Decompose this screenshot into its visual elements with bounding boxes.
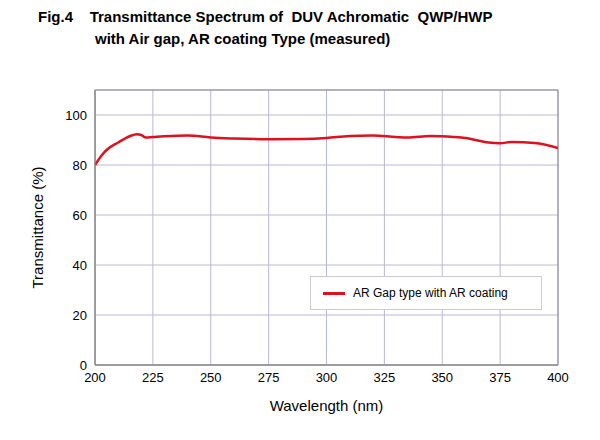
svg-text:80: 80 bbox=[73, 158, 87, 173]
svg-text:Transmittance (%): Transmittance (%) bbox=[29, 167, 46, 289]
html-text:with Air gap, AR coating Type: with Air gap, AR coating Type (measured) bbox=[95, 30, 391, 47]
svg-text:0: 0 bbox=[80, 358, 87, 373]
svg-text:400: 400 bbox=[547, 370, 569, 385]
svg-text:40: 40 bbox=[73, 258, 87, 273]
svg-text:275: 275 bbox=[258, 370, 280, 385]
svg-text:325: 325 bbox=[374, 370, 396, 385]
html-text:AR Gap type with AR coating: AR Gap type with AR coating bbox=[353, 286, 508, 300]
svg-text:20: 20 bbox=[73, 308, 87, 323]
svg-text:225: 225 bbox=[142, 370, 164, 385]
svg-text:60: 60 bbox=[73, 208, 87, 223]
svg-text:100: 100 bbox=[65, 108, 87, 123]
svg-text:200: 200 bbox=[84, 370, 106, 385]
html-text:Fig.4 Transmittance Spectrum o: Fig.4 Transmittance Spectrum of DUV Achr… bbox=[38, 8, 493, 25]
svg-text:300: 300 bbox=[316, 370, 338, 385]
svg-text:Wavelength (nm): Wavelength (nm) bbox=[270, 397, 384, 414]
svg-text:350: 350 bbox=[431, 370, 453, 385]
svg-text:250: 250 bbox=[200, 370, 222, 385]
svg-text:375: 375 bbox=[489, 370, 511, 385]
